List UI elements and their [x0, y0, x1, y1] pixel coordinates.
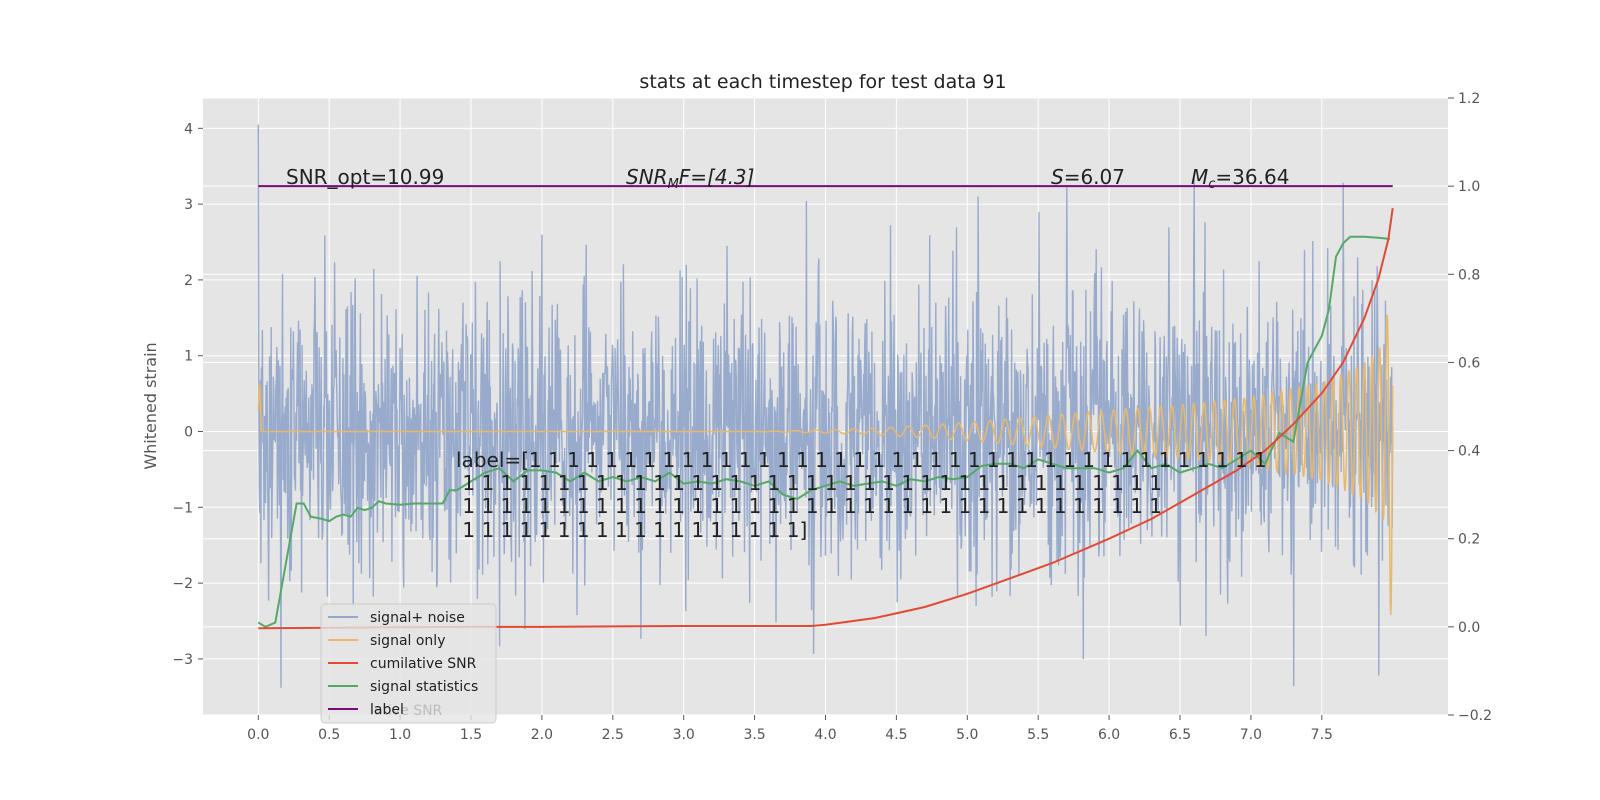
chart-title: stats at each timestep for test data 91	[639, 71, 1006, 93]
label-annotation-line-4: 1 1 1 1 1 1 1 1 1 1 1 1 1 1 1 1 1 1]	[456, 518, 807, 542]
x-axis-ticks: 0.0 0.5 1.0 1.5 2.0 2.5 3.0 3.5 4.0 4.5 5.0 5.5 6.0 6…	[247, 715, 1333, 743]
legend-box	[320, 603, 497, 724]
legend-ghost-entry: lative SNR	[370, 703, 443, 719]
series-signal-only	[257, 314, 1394, 615]
snr-mf-symbol: SNR	[626, 165, 668, 189]
x-tick-label: 7.0	[1240, 727, 1262, 743]
y2-tick-label: 0.6	[1458, 355, 1480, 371]
label-annotation-line-3: 1 1 1 1 1 1 1 1 1 1 1 1 1 1 1 1 1 1 1 1 …	[456, 494, 1162, 518]
s-value: =6.07	[1064, 165, 1125, 189]
mc-subscript: c	[1208, 177, 1215, 192]
x-tick-label: 2.5	[602, 727, 624, 743]
x-tick-label: 5.0	[956, 727, 978, 743]
series-layer	[257, 124, 1394, 688]
legend-label-signal-statistics: signal statistics	[370, 679, 478, 695]
cumilative-snr-line	[258, 208, 1394, 630]
x-tick-label: 7.5	[1311, 727, 1333, 743]
y-tick-label: −3	[172, 652, 193, 668]
snr-mf-subscript: M	[668, 177, 679, 192]
x-tick-label: 1.0	[389, 727, 411, 743]
legend-label-cumilative-snr: cumilative SNR	[370, 656, 477, 672]
signal-statistics-line	[257, 235, 1391, 629]
x-tick-label: 0.5	[318, 727, 340, 743]
y2-tick-label: 0.0	[1458, 620, 1480, 636]
legend-label-label: label	[370, 702, 404, 718]
legend-label-signal-noise: signal+ noise	[370, 610, 465, 626]
y-tick-label: −1	[172, 500, 193, 516]
x-tick-label: 4.5	[885, 727, 907, 743]
x-tick-label: 0.0	[247, 727, 269, 743]
x-tick-label: 1.5	[460, 727, 482, 743]
y2-tick-label: 0.2	[1458, 532, 1480, 548]
legend-label-signal-only: signal only	[370, 633, 445, 649]
series-cumilative-snr	[258, 208, 1394, 630]
y-tick-label: 1	[184, 349, 193, 365]
mc-annotation: Mc=36.64	[1191, 165, 1289, 192]
label-annotation-line-2: 1 1 1 1 1 1 1 1 1 1 1 1 1 1 1 1 1 1 1 1 …	[456, 471, 1162, 495]
annotations: SNR_opt=10.99 SNRMF=[4.3] S=6.07 Mc=36.6…	[286, 165, 1289, 542]
x-tick-label: 6.5	[1169, 727, 1191, 743]
y2-tick-label: −0.2	[1458, 708, 1492, 724]
mc-symbol: M	[1191, 165, 1208, 189]
y2-tick-label: 0.4	[1458, 444, 1480, 460]
y-tick-label: 4	[184, 121, 193, 137]
x-tick-label: 4.0	[814, 727, 836, 743]
y2-tick-label: 1.2	[1458, 91, 1480, 107]
legend: lative SNR signal+ noise signal only cum…	[320, 603, 497, 724]
y-axis-ticks: −3 −2 −1 0 1 2 3 4	[172, 121, 203, 668]
mc-value: =36.64	[1215, 165, 1289, 189]
s-symbol: S	[1051, 165, 1064, 189]
snr-mf-value: F=[4.3]	[679, 165, 755, 189]
y-tick-label: 3	[184, 197, 193, 213]
y2-tick-label: 0.8	[1458, 267, 1480, 283]
x-tick-label: 5.5	[1027, 727, 1049, 743]
y-axis-label: Whitened strain	[141, 342, 160, 469]
y2-tick-label: 1.0	[1458, 179, 1480, 195]
y2-axis-ticks: −0.2 0.0 0.2 0.4 0.6 0.8 1.0 1.2	[1448, 91, 1492, 724]
signal-only-line	[257, 314, 1394, 615]
y-tick-label: 0	[184, 425, 193, 441]
snr-opt-annotation: SNR_opt=10.99	[286, 165, 444, 189]
s-annotation: S=6.07	[1051, 165, 1125, 189]
series-signal-noise	[257, 124, 1394, 688]
x-tick-label: 6.0	[1098, 727, 1120, 743]
x-tick-label: 3.0	[673, 727, 695, 743]
signal-noise-line	[257, 124, 1394, 688]
series-signal-statistics	[257, 235, 1391, 629]
x-tick-label: 2.0	[531, 727, 553, 743]
snr-mf-annotation: SNRMF=[4.3]	[626, 165, 754, 192]
x-tick-label: 3.5	[743, 727, 765, 743]
y-tick-label: −2	[172, 576, 193, 592]
y-tick-label: 2	[184, 273, 193, 289]
label-annotation-line-1: label=[1 1 1 1 1 1 1 1 1 1 1 1 1 1 1 1 1…	[456, 448, 1267, 472]
